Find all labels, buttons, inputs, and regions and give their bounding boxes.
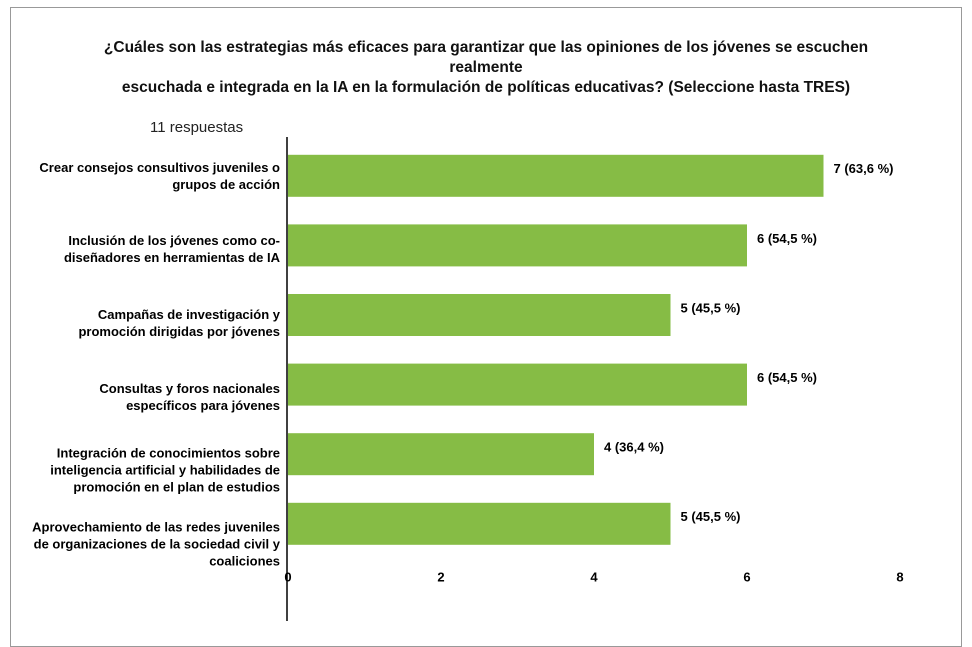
x-tick-label: 8 (896, 569, 903, 584)
y-tick-label: Campañas de investigación y promoción di… (78, 307, 280, 339)
bar (288, 433, 594, 476)
bar (288, 502, 671, 545)
subtitle: 11 respuestas (150, 119, 244, 136)
x-tick-label: 2 (437, 569, 444, 584)
data-label: 7 (63,6 %) (834, 161, 894, 176)
chart: 0 2 4 6 8 7 (63,6 %) 6 (54,5 %) 5 (45,5 %) 6 (54… (284, 137, 904, 621)
data-label: 6 (54,5 %) (757, 370, 817, 385)
x-tick-label: 6 (743, 569, 750, 584)
data-label: 6 (54,5 %) (757, 231, 817, 246)
title-line: realmente (449, 59, 523, 76)
title-line: escuchada e integrada en la IA en la for… (121, 79, 851, 96)
bar (288, 224, 747, 267)
page: {"chart_data":{"type":"bar","orientation… (10, 7, 962, 647)
y-tick-label: Aprovechamiento de las redes juveniles d… (32, 519, 280, 569)
data-label: 5 (45,5 %) (681, 300, 741, 315)
data-label: 5 (45,5 %) (681, 509, 741, 524)
x-tick-label: 0 (284, 569, 291, 584)
chart-title: ¿Cuáles son las estrategias más eficaces… (10, 38, 962, 98)
y-tick-label: Inclusión de los jóvenes como co-diseñad… (63, 233, 280, 266)
bar (288, 294, 671, 336)
y-tick-label: Consultas y foros nacionales específicos… (99, 380, 280, 413)
x-tick-label: 4 (590, 569, 598, 584)
bar (288, 154, 824, 197)
y-tick-label: Crear consejos consultivos juveniles o g… (39, 159, 280, 192)
y-tick-label: Integración de conocimientos sobre intel… (50, 445, 280, 495)
data-label: 4 (36,4 %) (604, 440, 664, 455)
title-line: ¿Cuáles son las estrategias más eficaces… (103, 39, 869, 56)
bar (288, 363, 747, 406)
